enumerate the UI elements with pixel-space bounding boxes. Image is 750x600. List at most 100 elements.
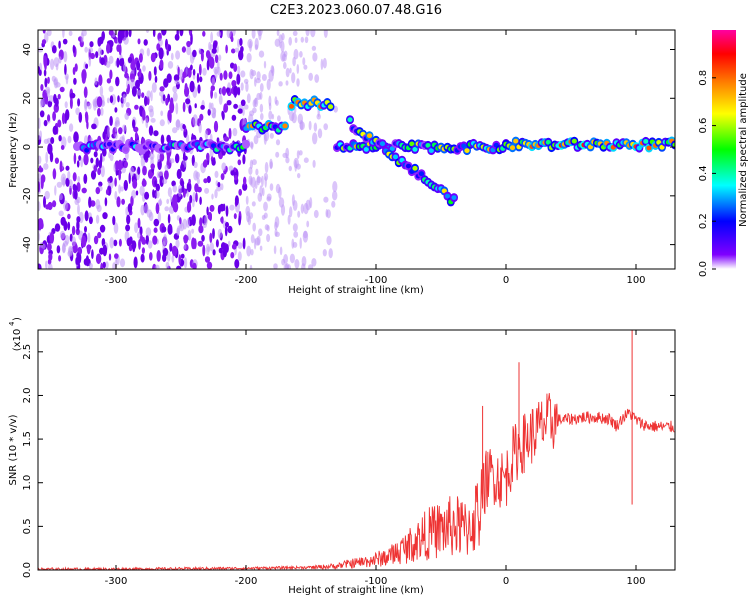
noise-speckle (47, 143, 53, 155)
noise-speckle (81, 235, 87, 248)
noise-speckle (263, 60, 267, 69)
noise-speckle (223, 106, 228, 113)
noise-speckle (191, 214, 196, 226)
noise-speckle (43, 196, 46, 208)
noise-speckle (275, 139, 281, 146)
noise-speckle (281, 32, 285, 41)
noise-speckle (100, 57, 105, 66)
noise-speckle (44, 190, 50, 200)
noise-speckle (134, 104, 139, 110)
noise-speckle (153, 227, 158, 233)
noise-speckle (102, 212, 108, 220)
noise-speckle (142, 65, 146, 72)
noise-speckle (240, 46, 244, 53)
noise-speckle (112, 215, 116, 226)
noise-speckle (180, 164, 185, 172)
noise-speckle (142, 236, 146, 244)
noise-speckle (65, 177, 70, 187)
noise-speckle (93, 151, 98, 158)
noise-speckle (132, 179, 138, 189)
noise-speckle (91, 249, 94, 260)
noise-speckle (69, 97, 73, 109)
noise-speckle (137, 217, 141, 229)
noise-speckle (87, 47, 94, 53)
noise-speckle (159, 86, 165, 92)
noise-speckle (297, 113, 303, 125)
noise-speckle (169, 111, 172, 124)
noise-speckle (171, 254, 175, 263)
noise-speckle (237, 251, 242, 262)
noise-speckle (89, 41, 94, 48)
noise-speckle (234, 195, 239, 206)
x-tick-label: 100 (626, 275, 645, 286)
noise-speckle (80, 32, 84, 43)
noise-speckle (46, 30, 52, 37)
noise-speckle (154, 264, 160, 269)
noise-speckle (71, 236, 77, 247)
trace-cell (288, 104, 295, 109)
noise-speckle (91, 123, 97, 130)
noise-speckle (46, 88, 51, 98)
noise-speckle (253, 97, 259, 108)
noise-speckle (226, 100, 232, 106)
noise-speckle (47, 100, 52, 108)
noise-speckle (292, 223, 298, 232)
noise-speckle (255, 77, 261, 84)
noise-speckle (84, 46, 88, 53)
noise-speckle (312, 159, 316, 168)
noise-speckle (229, 204, 235, 211)
noise-speckle (312, 132, 318, 145)
snr-multiplier: (x10 4 ) (8, 317, 23, 351)
noise-speckle (153, 218, 160, 227)
noise-speckle (264, 161, 269, 174)
noise-speckle (69, 123, 74, 132)
noise-speckle (154, 75, 158, 83)
noise-speckle (179, 69, 184, 81)
noise-speckle (175, 153, 180, 164)
noise-speckle (300, 36, 304, 43)
noise-speckle (146, 90, 151, 99)
noise-speckle (313, 122, 318, 132)
noise-speckle (113, 222, 119, 234)
noise-speckle (141, 247, 145, 254)
noise-speckle (249, 159, 253, 170)
noise-speckle (201, 234, 205, 242)
noise-speckle (161, 226, 167, 233)
noise-speckle (143, 39, 148, 46)
trace-cell (347, 117, 353, 123)
noise-speckle (278, 197, 285, 208)
figure-title: C2E3.2023.060.07.48.G16 (270, 3, 442, 18)
x-tick-label: 0 (503, 576, 509, 587)
noise-speckle (167, 61, 174, 69)
noise-speckle (176, 227, 180, 236)
noise-speckle (96, 204, 102, 213)
noise-speckle (58, 255, 62, 262)
noise-speckle (41, 39, 47, 45)
noise-speckle (263, 201, 268, 212)
noise-speckle (78, 155, 82, 161)
colorbar-tick-label: 0.6 (698, 118, 709, 134)
noise-speckle (93, 235, 99, 245)
noise-speckle (226, 30, 232, 39)
noise-speckle (211, 76, 216, 86)
noise-speckle (90, 200, 96, 207)
noise-speckle (63, 220, 68, 231)
noise-speckle (243, 176, 247, 186)
noise-speckle (217, 181, 221, 188)
noise-speckle (326, 235, 332, 246)
noise-speckle (202, 244, 206, 257)
noise-speckle (288, 36, 293, 46)
noise-speckle (127, 203, 133, 214)
noise-speckle (285, 67, 290, 78)
trace-cell (672, 142, 675, 148)
noise-speckle (277, 115, 281, 122)
noise-speckle (180, 253, 185, 259)
noise-speckle (323, 123, 329, 131)
noise-speckle (216, 31, 222, 37)
noise-speckle (128, 30, 132, 38)
noise-speckle (155, 202, 160, 215)
noise-speckle (227, 225, 233, 234)
noise-speckle (45, 260, 48, 269)
noise-speckle (55, 82, 61, 88)
